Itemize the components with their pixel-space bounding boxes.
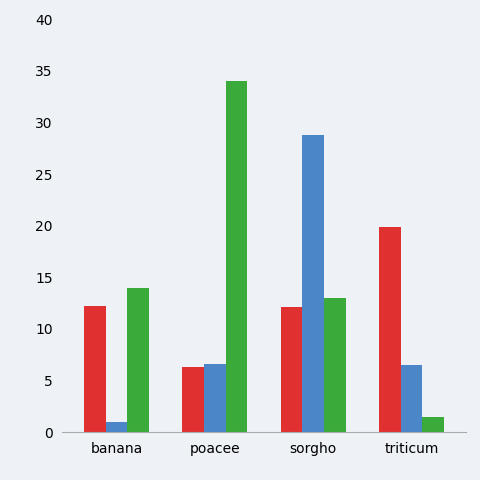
Bar (422, 417, 444, 432)
Bar (324, 298, 346, 432)
Bar (281, 307, 302, 432)
Bar (226, 81, 247, 432)
Bar (204, 364, 226, 432)
Bar (182, 367, 204, 432)
Bar (302, 135, 324, 432)
Bar (127, 288, 149, 432)
Bar (84, 306, 106, 432)
Bar (401, 365, 422, 432)
Bar (379, 227, 401, 432)
Bar (106, 422, 127, 432)
